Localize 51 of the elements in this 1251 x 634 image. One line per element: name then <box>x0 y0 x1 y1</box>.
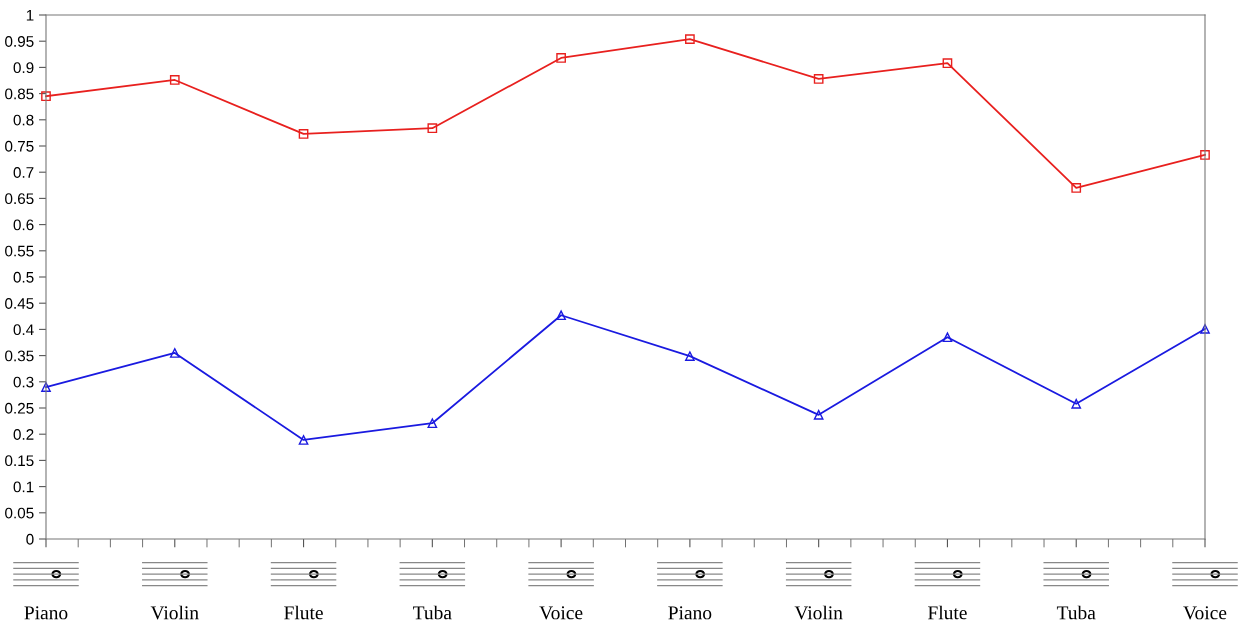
x-tick-label: Tuba <box>1056 605 1096 620</box>
y-tick-label: 0.4 <box>13 324 34 336</box>
point <box>41 91 51 102</box>
point <box>813 409 824 420</box>
x-tick-label: Voice <box>539 606 583 620</box>
y-tick-label: 0.75 <box>5 140 34 152</box>
point <box>942 332 953 343</box>
x-tick-label: Tuba <box>413 605 452 620</box>
point <box>1200 150 1210 160</box>
y-tick-label: 0.9 <box>13 62 34 74</box>
y-tick-label: 0.85 <box>5 88 34 100</box>
point <box>942 58 953 69</box>
point <box>1071 398 1082 409</box>
y-tick-label: 0.8 <box>13 114 34 126</box>
y-tick-label: 0.6 <box>13 219 34 231</box>
y-tick-label: 0.5 <box>13 271 34 283</box>
x-tick-label: Flute <box>284 605 323 620</box>
y-tick-label: 0.15 <box>5 455 34 467</box>
point <box>427 123 438 134</box>
x-tick-label: Violin <box>794 605 843 620</box>
point <box>169 348 180 358</box>
point <box>685 34 695 44</box>
point <box>1071 183 1082 193</box>
point <box>298 129 309 139</box>
y-tick-label: 0.05 <box>5 507 34 519</box>
x-tick-label: Piano <box>24 606 68 620</box>
point <box>41 382 51 392</box>
point <box>556 310 566 321</box>
point <box>813 74 824 84</box>
point <box>556 53 566 63</box>
y-tick-label: 0.7 <box>13 167 34 178</box>
point <box>1200 324 1210 334</box>
y-tick-label: 0.1 <box>13 481 34 493</box>
y-tick-label: 0.3 <box>13 376 34 388</box>
y-tick-label: 0.55 <box>5 245 34 257</box>
y-tick-label: 0.35 <box>5 350 34 362</box>
y-tick-label: 0.2 <box>13 429 34 440</box>
x-tick-label: Voice <box>1183 606 1227 620</box>
x-tick-label: Piano <box>668 606 712 620</box>
point <box>427 418 438 429</box>
y-tick-label: 0.45 <box>5 298 34 309</box>
y-tick-label: 0.25 <box>5 402 34 414</box>
y-tick-label: 0.65 <box>5 193 34 205</box>
point <box>298 435 309 445</box>
y-tick-label: 0.95 <box>5 36 34 47</box>
point <box>685 351 695 361</box>
point <box>169 75 180 85</box>
x-tick-label: Flute <box>928 605 967 620</box>
y-tick-label: 0 <box>26 533 34 545</box>
y-tick-label: 1 <box>26 10 34 21</box>
x-tick-label: Violin <box>150 605 199 620</box>
